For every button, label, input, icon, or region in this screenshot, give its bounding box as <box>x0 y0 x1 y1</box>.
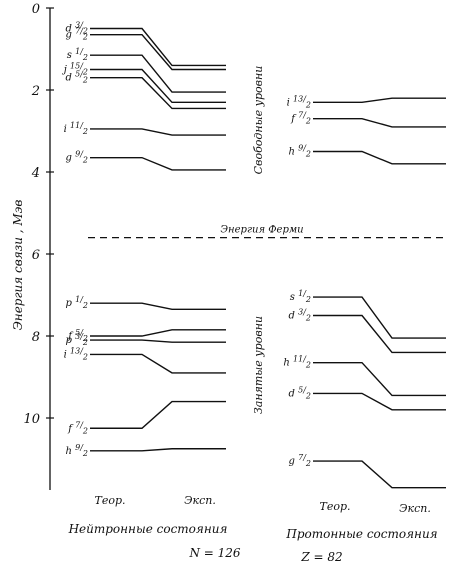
level-label: f 7/2 <box>67 420 88 435</box>
level-label: g 7/2 <box>66 27 88 42</box>
level-label: d 5/2 <box>66 70 88 85</box>
proton-theory-column-label: Теор. <box>319 500 350 513</box>
level-label: h 11/2 <box>283 355 311 370</box>
y-axis-ticks: 0 2 4 6 8 10 <box>23 2 54 427</box>
level-line <box>90 353 226 374</box>
y-axis-label: Энергия связи , Мэв <box>11 200 25 331</box>
proton-states-caption: Протонные состояния <box>285 527 437 541</box>
level-f-5-2: f 5/2 <box>67 328 226 343</box>
level-label: s 1/2 <box>290 289 311 304</box>
level-h-11-2: h 11/2 <box>283 355 446 397</box>
level-p-1-2: p 1/2 <box>66 295 226 310</box>
level-i-13-2: i 13/2 <box>64 346 226 374</box>
level-label: g 7/2 <box>289 453 311 468</box>
level-line <box>313 314 446 354</box>
level-line <box>313 150 446 165</box>
neutron-theory-column-label: Теор. <box>94 494 125 507</box>
level-line <box>90 27 226 67</box>
level-label: f 7/2 <box>290 111 311 126</box>
level-label: f 5/2 <box>67 328 88 343</box>
level-label: i 13/2 <box>287 94 311 109</box>
free-levels-label: Свободные уровни <box>252 66 265 175</box>
level-d-5-2: d 5/2 <box>66 70 226 110</box>
level-label: p 3/2 <box>66 332 88 347</box>
level-label: g 9/2 <box>66 150 88 165</box>
level-p-3-2: p 3/2 <box>66 332 226 347</box>
y-tick-label: 10 <box>23 412 40 427</box>
level-line <box>90 33 226 71</box>
level-i-13-2: i 13/2 <box>287 94 446 109</box>
level-label: h 9/2 <box>288 144 311 159</box>
level-line <box>90 156 226 171</box>
level-line <box>313 117 446 128</box>
level-line <box>90 68 226 104</box>
level-d-3-2: d 3/2 <box>289 308 446 354</box>
neutron-states-caption: Нейтронные состояния <box>68 522 228 536</box>
level-line <box>90 329 226 337</box>
level-h-9-2: h 9/2 <box>288 144 446 165</box>
proton-levels: i 13/2 f 7/2 h 9/2 s 1/2 d 3/2 h 11/2 d 5/2 g 7… <box>283 94 446 489</box>
level-label: i 11/2 <box>64 121 88 136</box>
y-tick-label: 0 <box>32 2 40 17</box>
level-label: d 5/2 <box>289 385 311 400</box>
level-j-15-2: j 15/2 <box>62 62 226 104</box>
level-h-9-2: h 9/2 <box>65 443 226 458</box>
level-label: p 1/2 <box>66 295 88 310</box>
proton-number-label: Z = 82 <box>300 550 342 564</box>
level-label: d 3/2 <box>289 308 311 323</box>
level-label: i 13/2 <box>64 346 88 361</box>
level-d-5-2: d 5/2 <box>289 385 446 411</box>
level-label: s 1/2 <box>67 47 88 62</box>
level-s-1-2: s 1/2 <box>67 47 226 93</box>
level-line <box>90 54 226 93</box>
level-line <box>90 448 226 452</box>
level-d-3-2: d 3/2 <box>66 21 226 67</box>
fermi-level-label: Энергия Ферми <box>220 225 303 236</box>
level-label: h 9/2 <box>65 443 88 458</box>
neutron-levels: d 3/2g 7/2 s 1/2j 15/2d 5/2 i 11/2 g 9/2 p 1… <box>62 21 226 458</box>
level-line <box>90 302 226 311</box>
level-line <box>313 392 446 411</box>
level-line <box>313 460 446 489</box>
level-line <box>90 76 226 110</box>
occupied-levels-label: Занятые уровни <box>252 316 265 414</box>
y-tick-label: 8 <box>32 330 40 345</box>
level-i-11-2: i 11/2 <box>64 121 226 136</box>
proton-exp-column-label: Эксп. <box>399 502 431 515</box>
neutron-exp-column-label: Эксп. <box>184 494 216 507</box>
level-f-7-2: f 7/2 <box>290 111 446 128</box>
level-line <box>90 400 226 429</box>
level-label: d 3/2 <box>66 21 88 36</box>
level-line <box>90 128 226 136</box>
level-g-7-2: g 7/2 <box>289 453 446 489</box>
level-line <box>90 339 226 343</box>
neutron-number-label: N = 126 <box>188 546 240 560</box>
y-tick-label: 4 <box>31 166 40 181</box>
y-tick-label: 2 <box>31 84 40 99</box>
level-line <box>313 361 446 397</box>
level-f-7-2: f 7/2 <box>67 400 226 435</box>
y-tick-label: 6 <box>32 248 40 263</box>
level-line <box>313 296 446 339</box>
level-g-9-2: g 9/2 <box>66 150 226 171</box>
level-line <box>313 97 446 104</box>
level-label: j 15/2 <box>62 62 88 77</box>
level-s-1-2: s 1/2 <box>290 289 446 339</box>
level-g-7-2: g 7/2 <box>66 27 226 71</box>
